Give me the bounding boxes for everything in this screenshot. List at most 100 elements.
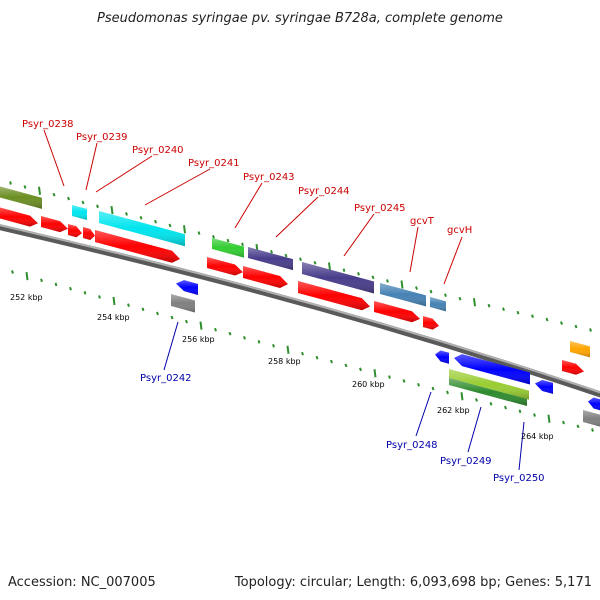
leader-forward-5 <box>275 196 319 238</box>
leader-reverse-1 <box>415 391 432 437</box>
gene-gcvt-cds-shade <box>374 301 420 323</box>
scale-labels: 252 kbp 254 kbp 256 kbp 258 kbp 260 kbp … <box>10 293 554 441</box>
leader-reverse-2 <box>467 406 482 453</box>
gene-gcvt-cds <box>374 301 420 323</box>
gene-label-psyr-0250[interactable]: Psyr_0250 <box>493 473 545 484</box>
inner-tick <box>504 405 507 410</box>
gene-features <box>0 186 600 427</box>
inner-tick <box>315 355 319 360</box>
outer-tick <box>125 212 128 216</box>
leader-forward-1 <box>85 142 98 191</box>
outer-tick <box>23 185 27 189</box>
gene-0245-cds-shade <box>298 281 370 311</box>
gene-label-psyr-0248[interactable]: Psyr_0248 <box>386 440 438 451</box>
gene-0237-cog-shade <box>0 186 42 209</box>
inner-tick <box>25 272 29 281</box>
gene-gcvt-cog-shade <box>380 283 426 307</box>
inner-tick <box>185 319 188 324</box>
inner-tick <box>547 414 551 423</box>
gene-label-gcvh[interactable]: gcvH <box>447 225 472 236</box>
outer-tick <box>328 262 331 271</box>
inner-tick <box>199 321 203 330</box>
inner-tick <box>475 398 478 402</box>
gene-gcvt-cog <box>380 283 426 307</box>
outer-tick <box>560 321 563 325</box>
gene-label-psyr-0239[interactable]: Psyr_0239 <box>76 132 128 143</box>
gene-label-psyr-0242[interactable]: Psyr_0242 <box>140 373 192 384</box>
gene-label-psyr-0249[interactable]: Psyr_0249 <box>440 456 492 467</box>
gene-0240-cog-shade <box>99 211 185 247</box>
scale-ticks <box>9 181 594 432</box>
leader-reverse-0 <box>163 321 179 371</box>
gene-0242-rev <box>176 280 198 295</box>
gene-label-gcvt[interactable]: gcvT <box>410 216 435 227</box>
inner-tick <box>54 282 58 287</box>
outer-tick <box>400 280 404 289</box>
outer-tick <box>139 216 143 220</box>
scale-label-254: 254 kbp <box>97 313 130 322</box>
inner-tick <box>286 345 290 354</box>
gene-0243-cog-shade <box>212 238 244 258</box>
outer-tick <box>226 238 230 243</box>
gene-0251-cog-shade <box>570 341 590 358</box>
leader-forward-8 <box>443 236 463 285</box>
leader-forward-0 <box>43 129 65 187</box>
leader-forward-3 <box>144 168 211 206</box>
gene-0240-cds <box>95 230 180 263</box>
gene-label-psyr-0241[interactable]: Psyr_0241 <box>188 158 240 169</box>
inner-tick <box>591 428 594 432</box>
gene-0249-rev <box>454 354 530 385</box>
gene-0250-rev-shade <box>535 379 553 394</box>
gene-0242-cog <box>171 294 195 313</box>
gene-0249-cog-b-shade <box>449 378 527 407</box>
gene-0250-rev <box>535 379 553 394</box>
gene-0245-cds <box>298 281 370 311</box>
gene-label-psyr-0243[interactable]: Psyr_0243 <box>243 172 295 183</box>
gene-0249-cog-a-shade <box>449 369 529 400</box>
inner-tick <box>40 278 43 283</box>
gene-label-psyr-0245[interactable]: Psyr_0245 <box>354 203 406 214</box>
inner-tick <box>257 339 261 344</box>
gene-label-psyr-0240[interactable]: Psyr_0240 <box>132 145 184 156</box>
gene-gcvh-cog <box>430 297 446 312</box>
inner-tick <box>156 311 159 316</box>
outer-tick <box>38 186 41 195</box>
inner-tick <box>446 390 449 395</box>
gene-gcvh-cds <box>423 316 439 330</box>
gene-0237-cog <box>0 186 42 209</box>
outer-tick <box>473 298 476 307</box>
gene-0244-cog <box>248 247 293 271</box>
inner-tick <box>576 424 580 429</box>
inner-tick <box>402 379 406 383</box>
inner-tick <box>112 296 116 306</box>
scale-label-252: 252 kbp <box>10 293 43 302</box>
outer-tick <box>183 225 186 234</box>
genome-summary-text: Topology: circular; Length: 6,093,698 bp… <box>234 575 592 590</box>
outer-tick <box>154 219 157 224</box>
gene-label-psyr-0238[interactable]: Psyr_0238 <box>22 119 74 130</box>
outer-tick <box>197 231 201 235</box>
gene-0249-cog-b <box>449 378 527 407</box>
inner-tick <box>373 369 377 378</box>
inner-tick <box>330 359 333 364</box>
inner-tick <box>83 290 87 295</box>
outer-tick <box>9 181 12 185</box>
gene-0251-cds-shade <box>562 360 584 375</box>
gene-0252-cog <box>583 410 600 427</box>
outer-tick <box>67 196 70 201</box>
inner-tick <box>518 409 522 414</box>
gene-label-psyr-0244[interactable]: Psyr_0244 <box>298 186 350 197</box>
inner-tick <box>127 303 130 308</box>
gene-0237-cds <box>0 207 38 227</box>
gene-0251-cog <box>570 341 590 358</box>
leader-forward-7 <box>409 226 419 273</box>
inner-tick <box>344 363 348 368</box>
outer-tick <box>212 235 215 239</box>
inner-tick <box>301 351 304 356</box>
outer-tick <box>241 242 244 247</box>
outer-tick <box>357 271 360 276</box>
gene-0249-rev-shade <box>454 354 530 385</box>
gene-0239-cds-shade <box>68 224 82 238</box>
outer-tick <box>52 192 56 197</box>
outer-tick <box>545 317 549 322</box>
